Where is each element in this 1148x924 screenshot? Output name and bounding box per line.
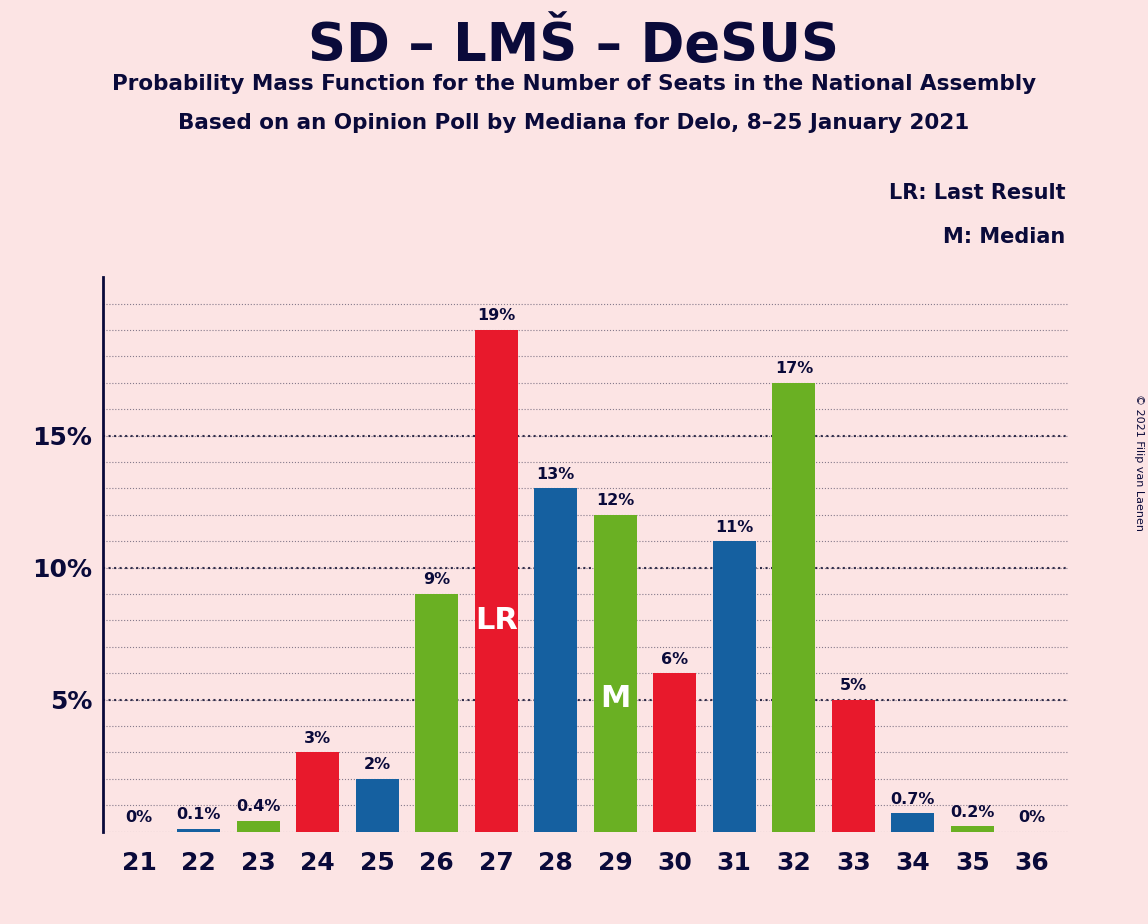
Text: © 2021 Filip van Laenen: © 2021 Filip van Laenen: [1134, 394, 1143, 530]
Bar: [713, 541, 755, 832]
Text: LR: Last Result: LR: Last Result: [889, 183, 1065, 203]
Bar: [236, 821, 279, 832]
Text: 9%: 9%: [424, 572, 450, 588]
Bar: [892, 813, 934, 832]
Bar: [594, 515, 637, 832]
Text: M: Median: M: Median: [944, 227, 1065, 248]
Text: 0.4%: 0.4%: [235, 799, 280, 814]
Text: SD – LMŠ – DeSUS: SD – LMŠ – DeSUS: [309, 20, 839, 72]
Text: 0%: 0%: [1018, 810, 1046, 825]
Text: 0%: 0%: [125, 810, 153, 825]
Bar: [356, 779, 398, 832]
Text: 13%: 13%: [536, 467, 575, 481]
Text: 0.1%: 0.1%: [177, 808, 220, 822]
Text: Probability Mass Function for the Number of Seats in the National Assembly: Probability Mass Function for the Number…: [113, 74, 1035, 94]
Bar: [951, 826, 994, 832]
Text: M: M: [600, 684, 630, 713]
Bar: [296, 752, 339, 832]
Text: Based on an Opinion Poll by Mediana for Delo, 8–25 January 2021: Based on an Opinion Poll by Mediana for …: [178, 113, 970, 133]
Bar: [773, 383, 815, 832]
Bar: [416, 594, 458, 832]
Text: 11%: 11%: [715, 519, 753, 535]
Text: 3%: 3%: [304, 731, 331, 746]
Bar: [475, 330, 518, 832]
Bar: [832, 699, 875, 832]
Text: 2%: 2%: [364, 757, 390, 772]
Text: 0.2%: 0.2%: [951, 805, 994, 820]
Bar: [653, 674, 696, 832]
Text: LR: LR: [475, 606, 518, 636]
Bar: [534, 489, 577, 832]
Text: 17%: 17%: [775, 361, 813, 376]
Text: 0.7%: 0.7%: [891, 792, 936, 807]
Text: 19%: 19%: [478, 309, 515, 323]
Text: 6%: 6%: [661, 651, 689, 666]
Bar: [177, 829, 220, 832]
Text: 12%: 12%: [596, 493, 635, 508]
Text: 5%: 5%: [840, 678, 867, 693]
